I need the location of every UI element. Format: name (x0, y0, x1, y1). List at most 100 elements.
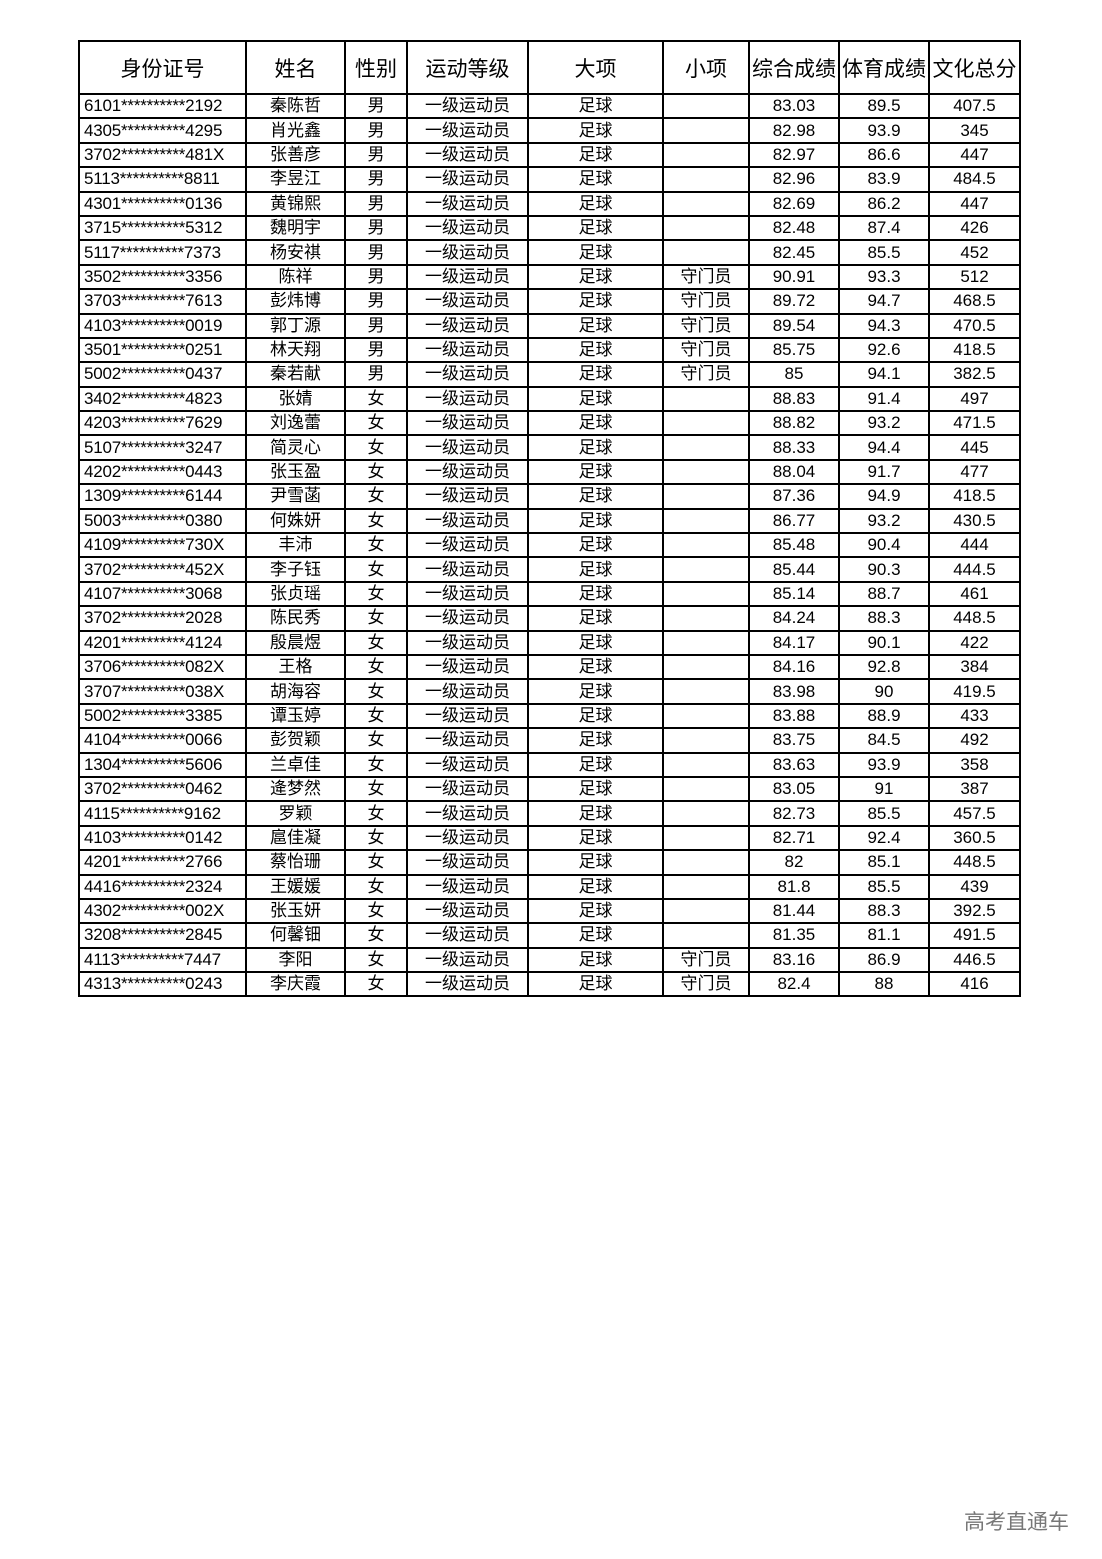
cell-name: 林天翔 (245, 336, 346, 364)
cell-name: 刘逸蕾 (245, 410, 346, 437)
cell-culture-score: 457.5 (928, 800, 1021, 827)
table-row: 4201**********2766 蔡怡珊女一级运动员 足球 82 85.1 448.5 (78, 849, 1021, 876)
cell-sport-level: 一级运动员 (406, 678, 529, 705)
cell-overall-score: 82.45 (748, 239, 840, 266)
cell-category: 足球 (527, 629, 664, 657)
cell-culture-score: 452 (928, 239, 1021, 266)
cell-overall-score: 82.73 (748, 800, 840, 827)
cell-id-number: 3707**********038X (78, 678, 247, 705)
cell-overall-score: 83.75 (748, 727, 840, 754)
table-row: 5002**********3385 谭玉婷女一级运动员 足球 83.88 88.9 43… (78, 702, 1021, 730)
cell-sport-level: 一级运动员 (406, 312, 529, 339)
cell-subcategory (662, 556, 750, 583)
cell-sport-level: 一级运动员 (406, 361, 529, 388)
cell-id-number: 1304**********5606 (78, 751, 247, 778)
cell-category: 足球 (527, 580, 664, 608)
cell-overall-score: 82.98 (748, 117, 840, 144)
cell-category: 足球 (527, 897, 664, 925)
cell-culture-score: 418.5 (928, 483, 1021, 510)
cell-id-number: 3702**********0462 (78, 775, 247, 803)
cell-culture-score: 433 (928, 702, 1021, 730)
cell-sport-level: 一级运动员 (406, 946, 529, 974)
cell-sports-score: 86.6 (838, 141, 930, 169)
cell-category: 足球 (527, 507, 664, 535)
cell-id-number: 4305**********4295 (78, 117, 247, 144)
cell-subcategory: 守门员 (662, 336, 750, 364)
cell-overall-score: 85 (748, 361, 840, 388)
cell-sports-score: 91 (838, 775, 930, 803)
cell-gender: 男 (344, 166, 408, 193)
cell-subcategory: 守门员 (662, 946, 750, 974)
cell-subcategory: 守门员 (662, 361, 750, 388)
header-row: 身份证号 姓名 性别 运动等级 大项 小项 综合成绩 体育成绩 文化总分 (78, 40, 1021, 95)
cell-id-number: 4302**********002X (78, 897, 247, 925)
cell-category: 足球 (527, 800, 664, 827)
table-row: 3715**********5312 魏明宇男一级运动员 足球 82.48 87.4 42… (78, 214, 1021, 242)
cell-culture-score: 444.5 (928, 556, 1021, 583)
table-row: 4103**********0019 郭丁源男一级运动员 足球 守门员 89.54 94.… (78, 312, 1021, 339)
cell-overall-score: 82.71 (748, 824, 840, 852)
cell-sport-level: 一级运动员 (406, 629, 529, 657)
table-body: 6101**********2192 秦陈哲男一级运动员 足球 83.03 89.5 40… (78, 92, 1021, 998)
cell-category: 足球 (527, 239, 664, 266)
cell-id-number: 3715**********5312 (78, 214, 247, 242)
cell-sports-score: 88.3 (838, 605, 930, 632)
cell-subcategory (662, 580, 750, 608)
cell-category: 足球 (527, 727, 664, 754)
cell-gender: 女 (344, 971, 408, 998)
cell-sports-score: 90.4 (838, 532, 930, 559)
cell-name: 张玉妍 (245, 897, 346, 925)
cell-sports-score: 90 (838, 678, 930, 705)
cell-gender: 男 (344, 141, 408, 169)
cell-subcategory (662, 922, 750, 949)
cell-culture-score: 512 (928, 263, 1021, 291)
cell-category: 足球 (527, 922, 664, 949)
cell-overall-score: 90.91 (748, 263, 840, 291)
cell-name: 秦若献 (245, 361, 346, 388)
table-row: 4113**********7447 李阳女一级运动员 足球 守门员 83.16 86.9… (78, 946, 1021, 974)
cell-name: 魏明宇 (245, 214, 346, 242)
table-row: 4103**********0142 扈佳凝女一级运动员 足球 82.71 92.4 36… (78, 824, 1021, 852)
table-row: 5002**********0437 秦若献男一级运动员 足球 守门员 85 94.1 38… (78, 361, 1021, 388)
column-header-overall-score: 综合成绩 (748, 40, 840, 95)
cell-id-number: 5002**********0437 (78, 361, 247, 388)
cell-name: 蔡怡珊 (245, 849, 346, 876)
cell-id-number: 3702**********452X (78, 556, 247, 583)
cell-id-number: 4103**********0019 (78, 312, 247, 339)
cell-name: 何姝妍 (245, 507, 346, 535)
cell-category: 足球 (527, 92, 664, 120)
cell-overall-score: 81.35 (748, 922, 840, 949)
table-row: 4109**********730X 丰沛女一级运动员 足球 85.48 90.4 444 (78, 532, 1021, 559)
cell-name: 何馨钿 (245, 922, 346, 949)
cell-culture-score: 461 (928, 580, 1021, 608)
cell-gender: 女 (344, 775, 408, 803)
cell-gender: 女 (344, 605, 408, 632)
cell-name: 谭玉婷 (245, 702, 346, 730)
cell-sports-score: 88.7 (838, 580, 930, 608)
cell-category: 足球 (527, 556, 664, 583)
cell-sports-score: 93.9 (838, 117, 930, 144)
cell-gender: 女 (344, 751, 408, 778)
table-row: 4313**********0243 李庆霞女一级运动员 足球 守门员 82.4 88 41… (78, 971, 1021, 998)
cell-sport-level: 一级运动员 (406, 410, 529, 437)
cell-sport-level: 一级运动员 (406, 605, 529, 632)
cell-sport-level: 一级运动员 (406, 263, 529, 291)
cell-culture-score: 430.5 (928, 507, 1021, 535)
cell-name: 彭炜博 (245, 288, 346, 315)
cell-gender: 女 (344, 410, 408, 437)
table-row: 3702**********0462 逄梦然女一级运动员 足球 83.05 91 387 (78, 775, 1021, 803)
cell-overall-score: 83.63 (748, 751, 840, 778)
cell-culture-score: 392.5 (928, 897, 1021, 925)
column-header-subcategory: 小项 (662, 40, 750, 95)
table-row: 4203**********7629 刘逸蕾女一级运动员 足球 88.82 93.2 47… (78, 410, 1021, 437)
cell-id-number: 3402**********4823 (78, 385, 247, 413)
cell-category: 足球 (527, 653, 664, 681)
table-row: 3707**********038X 胡海容女一级运动员 足球 83.98 90 419.… (78, 678, 1021, 705)
cell-culture-score: 418.5 (928, 336, 1021, 364)
cell-gender: 女 (344, 727, 408, 754)
cell-sports-score: 92.8 (838, 653, 930, 681)
cell-culture-score: 470.5 (928, 312, 1021, 339)
cell-culture-score: 345 (928, 117, 1021, 144)
cell-sports-score: 86.9 (838, 946, 930, 974)
table-row: 1304**********5606 兰卓佳女一级运动员 足球 83.63 93.9 35… (78, 751, 1021, 778)
